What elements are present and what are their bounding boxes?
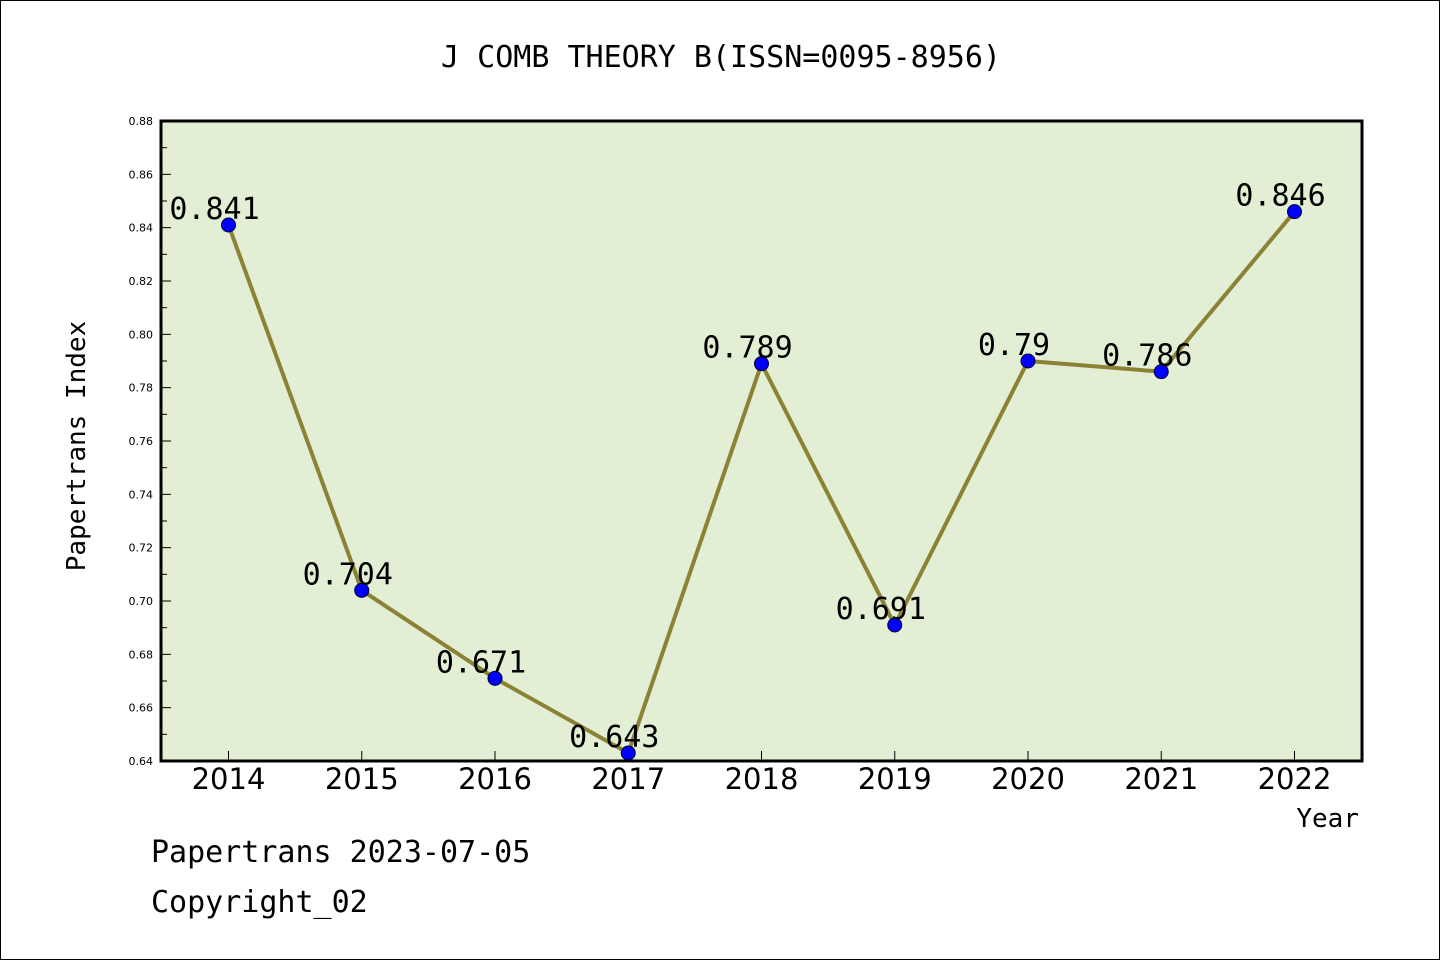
data-label-2021: 0.786 [1102, 339, 1192, 374]
y-tick-label: 0.86 [129, 168, 154, 181]
data-label-2018: 0.789 [702, 331, 792, 366]
x-tick-label: 2015 [325, 762, 399, 796]
y-tick-label: 0.66 [129, 702, 154, 715]
y-tick-label: 0.70 [129, 595, 154, 608]
plot-frame [159, 119, 1364, 763]
x-tick-label: 2022 [1258, 762, 1332, 796]
x-tick-label: 2021 [1124, 762, 1198, 796]
x-tick-label: 2020 [991, 762, 1065, 796]
y-tick-label: 0.82 [129, 275, 154, 288]
y-tick-label: 0.76 [129, 435, 154, 448]
data-point-2022 [1287, 204, 1302, 220]
data-label-2022: 0.846 [1235, 179, 1325, 214]
footer-copyright: Copyright_02 [151, 885, 368, 920]
x-tick-label: 2018 [725, 762, 799, 796]
y-tick-label: 0.72 [129, 542, 154, 555]
x-axis: 2014 2015 2016 2017 2018 2019 2020 2021 2022 [192, 751, 1332, 796]
x-tick-label: 2014 [192, 762, 266, 796]
data-point-2016 [487, 670, 503, 686]
y-axis-label: Papertrans Index [62, 321, 92, 571]
data-point-2019 [887, 617, 903, 633]
y-tick-label: 0.68 [129, 648, 154, 661]
x-tick-label: 2017 [591, 762, 665, 796]
y-tick-label: 0.74 [129, 488, 154, 501]
chart-title: J COMB THEORY B(ISSN=0095-8956) [441, 40, 1001, 75]
data-label-2015: 0.704 [303, 557, 393, 592]
x-tick-label: 2016 [458, 762, 532, 796]
y-tick-label: 0.78 [129, 382, 154, 395]
data-label-2019: 0.691 [836, 592, 926, 627]
y-tick-label: 0.88 [129, 115, 154, 128]
x-axis-label: Year [1296, 804, 1359, 834]
footer-date: Papertrans 2023-07-05 [151, 835, 531, 870]
y-tick-label: 0.80 [129, 328, 154, 341]
data-point-2021 [1153, 364, 1169, 380]
data-markers [221, 204, 1302, 761]
data-label-2016: 0.671 [436, 645, 526, 680]
data-point-2020 [1020, 353, 1036, 369]
data-point-2015 [354, 582, 370, 598]
data-labels: 0.841 0.704 0.671 0.643 0.789 0.691 0.79 0.786 0… [169, 179, 1325, 755]
data-point-2014 [221, 217, 236, 233]
plot-area [161, 121, 1362, 761]
data-label-2017: 0.643 [569, 720, 659, 755]
data-point-2018 [754, 356, 769, 372]
data-label-2014: 0.841 [169, 192, 259, 227]
x-tick-label: 2019 [858, 762, 932, 796]
y-tick-label: 0.84 [129, 222, 154, 235]
data-label-2020: 0.79 [978, 328, 1050, 363]
y-axis: 0.64 0.66 0.68 0.70 0.72 0.74 0.76 0.78 0.80 0.82… [129, 115, 171, 768]
y-tick-label: 0.64 [129, 755, 154, 768]
